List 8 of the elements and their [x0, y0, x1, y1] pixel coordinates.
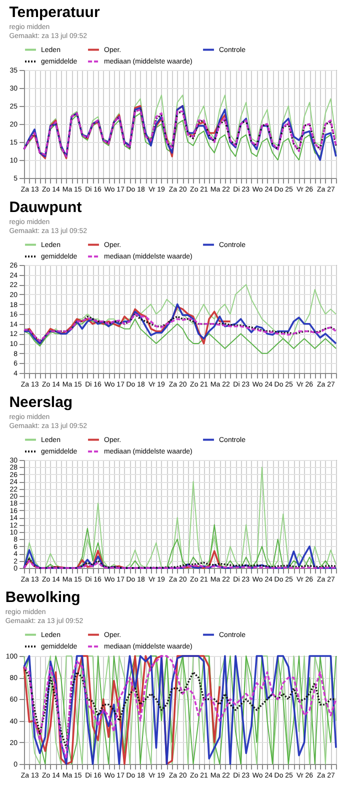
chart-title: Neerslag — [9, 394, 73, 411]
line-series — [23, 313, 337, 342]
chart-title: Temperatuur — [9, 4, 100, 21]
line-series — [23, 666, 337, 749]
chart-title: Dauwpunt — [9, 199, 82, 216]
line-series — [24, 318, 336, 354]
line-series — [23, 303, 337, 344]
chart-title: Bewolking — [5, 589, 80, 606]
